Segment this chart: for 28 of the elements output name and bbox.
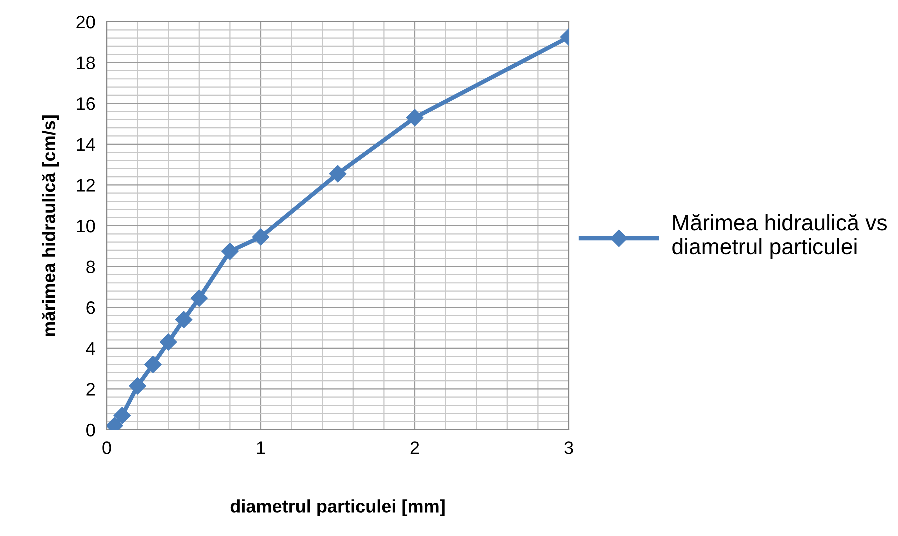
y-tick-label: 8 (86, 260, 96, 274)
y-tick-label: 4 (86, 342, 96, 355)
point (222, 242, 239, 260)
y-tick-label: 0 (86, 424, 96, 437)
x-tick-label: 2 (410, 442, 420, 454)
y-tick-label: 10 (77, 220, 96, 233)
point (160, 334, 178, 351)
x-tick-label: 3 (564, 442, 574, 454)
x-tick-label: 1 (257, 442, 266, 454)
y-axis-title: mărimea hidraulică [cm/s] (42, 116, 60, 336)
legend-label: Mărimea hidraulică vs diametrul particulei (672, 214, 888, 260)
point (129, 378, 146, 395)
y-tick-label: 14 (77, 138, 96, 151)
point (406, 109, 424, 126)
point (190, 290, 208, 307)
point (252, 228, 270, 246)
y-tick-label: 12 (77, 179, 95, 192)
x-tick-label: 0 (102, 442, 112, 454)
y-tick-label: 2 (86, 383, 95, 396)
y-tick-label: 16 (77, 98, 96, 110)
y-tick-label: 20 (76, 16, 96, 29)
point (329, 165, 347, 183)
y-tick-label: 18 (77, 56, 96, 70)
y-tick-label: 6 (86, 302, 96, 314)
point (144, 356, 162, 374)
point (114, 407, 131, 424)
point (175, 311, 193, 328)
x-axis-title: diametrul particulei [mm] (230, 500, 445, 516)
